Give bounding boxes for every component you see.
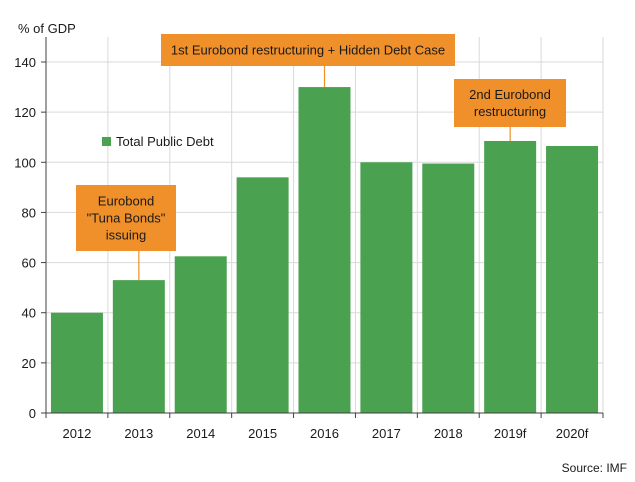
source-note: Source: IMF — [562, 461, 627, 475]
annotation-text: "Tuna Bonds" — [87, 211, 166, 226]
annotation-text: issuing — [106, 228, 146, 243]
y-tick-label: 80 — [22, 205, 36, 220]
bar-2015 — [236, 177, 289, 413]
annotations: Eurobond "Tuna Bonds" issuing 1st Eurobond … — [76, 34, 566, 281]
x-tick-label: 2015 — [248, 426, 277, 441]
bar-2020f — [546, 145, 599, 413]
y-tick-label: 0 — [29, 406, 36, 421]
bar-series — [50, 87, 599, 414]
bar-2016 — [298, 87, 351, 414]
bar-2018 — [422, 163, 475, 413]
y-tick-label: 100 — [14, 155, 36, 170]
legend-swatch — [102, 137, 111, 146]
y-axis-title: % of GDP — [18, 21, 76, 36]
bar-2019f — [484, 140, 537, 413]
axes: 0 20 40 60 80 100 120 140 2012 2013 2014 2015 2016 20… — [14, 37, 604, 441]
bar-2014 — [174, 256, 227, 413]
x-tick-label: 2017 — [372, 426, 401, 441]
annotation-box — [161, 34, 455, 66]
annotation-box — [76, 185, 176, 251]
annotation-box — [454, 79, 566, 127]
bar-2013 — [112, 280, 165, 413]
x-tick-label: 2020f — [556, 426, 589, 441]
legend-label: Total Public Debt — [116, 134, 214, 149]
annotation-text: 2nd Eurobond — [469, 87, 551, 102]
x-tick-label: 2012 — [62, 426, 91, 441]
x-tick-label: 2019f — [494, 426, 527, 441]
x-tick-label: 2016 — [310, 426, 339, 441]
annotation-text: Eurobond — [98, 194, 154, 209]
y-tick-label: 120 — [14, 105, 36, 120]
x-tick-label: 2018 — [434, 426, 463, 441]
y-tick-label: 20 — [22, 356, 36, 371]
legend: Total Public Debt — [102, 134, 214, 149]
y-tick-label: 40 — [22, 306, 36, 321]
bar-2012 — [50, 312, 103, 413]
x-tick-label: 2013 — [124, 426, 153, 441]
annotation-text: restructuring — [474, 104, 546, 119]
y-tick-label: 140 — [14, 55, 36, 70]
x-tick-label: 2014 — [186, 426, 215, 441]
y-tick-label: 60 — [22, 256, 36, 271]
annotation-text: 1st Eurobond restructuring + Hidden Debt… — [171, 43, 445, 58]
bar-2017 — [360, 162, 413, 413]
